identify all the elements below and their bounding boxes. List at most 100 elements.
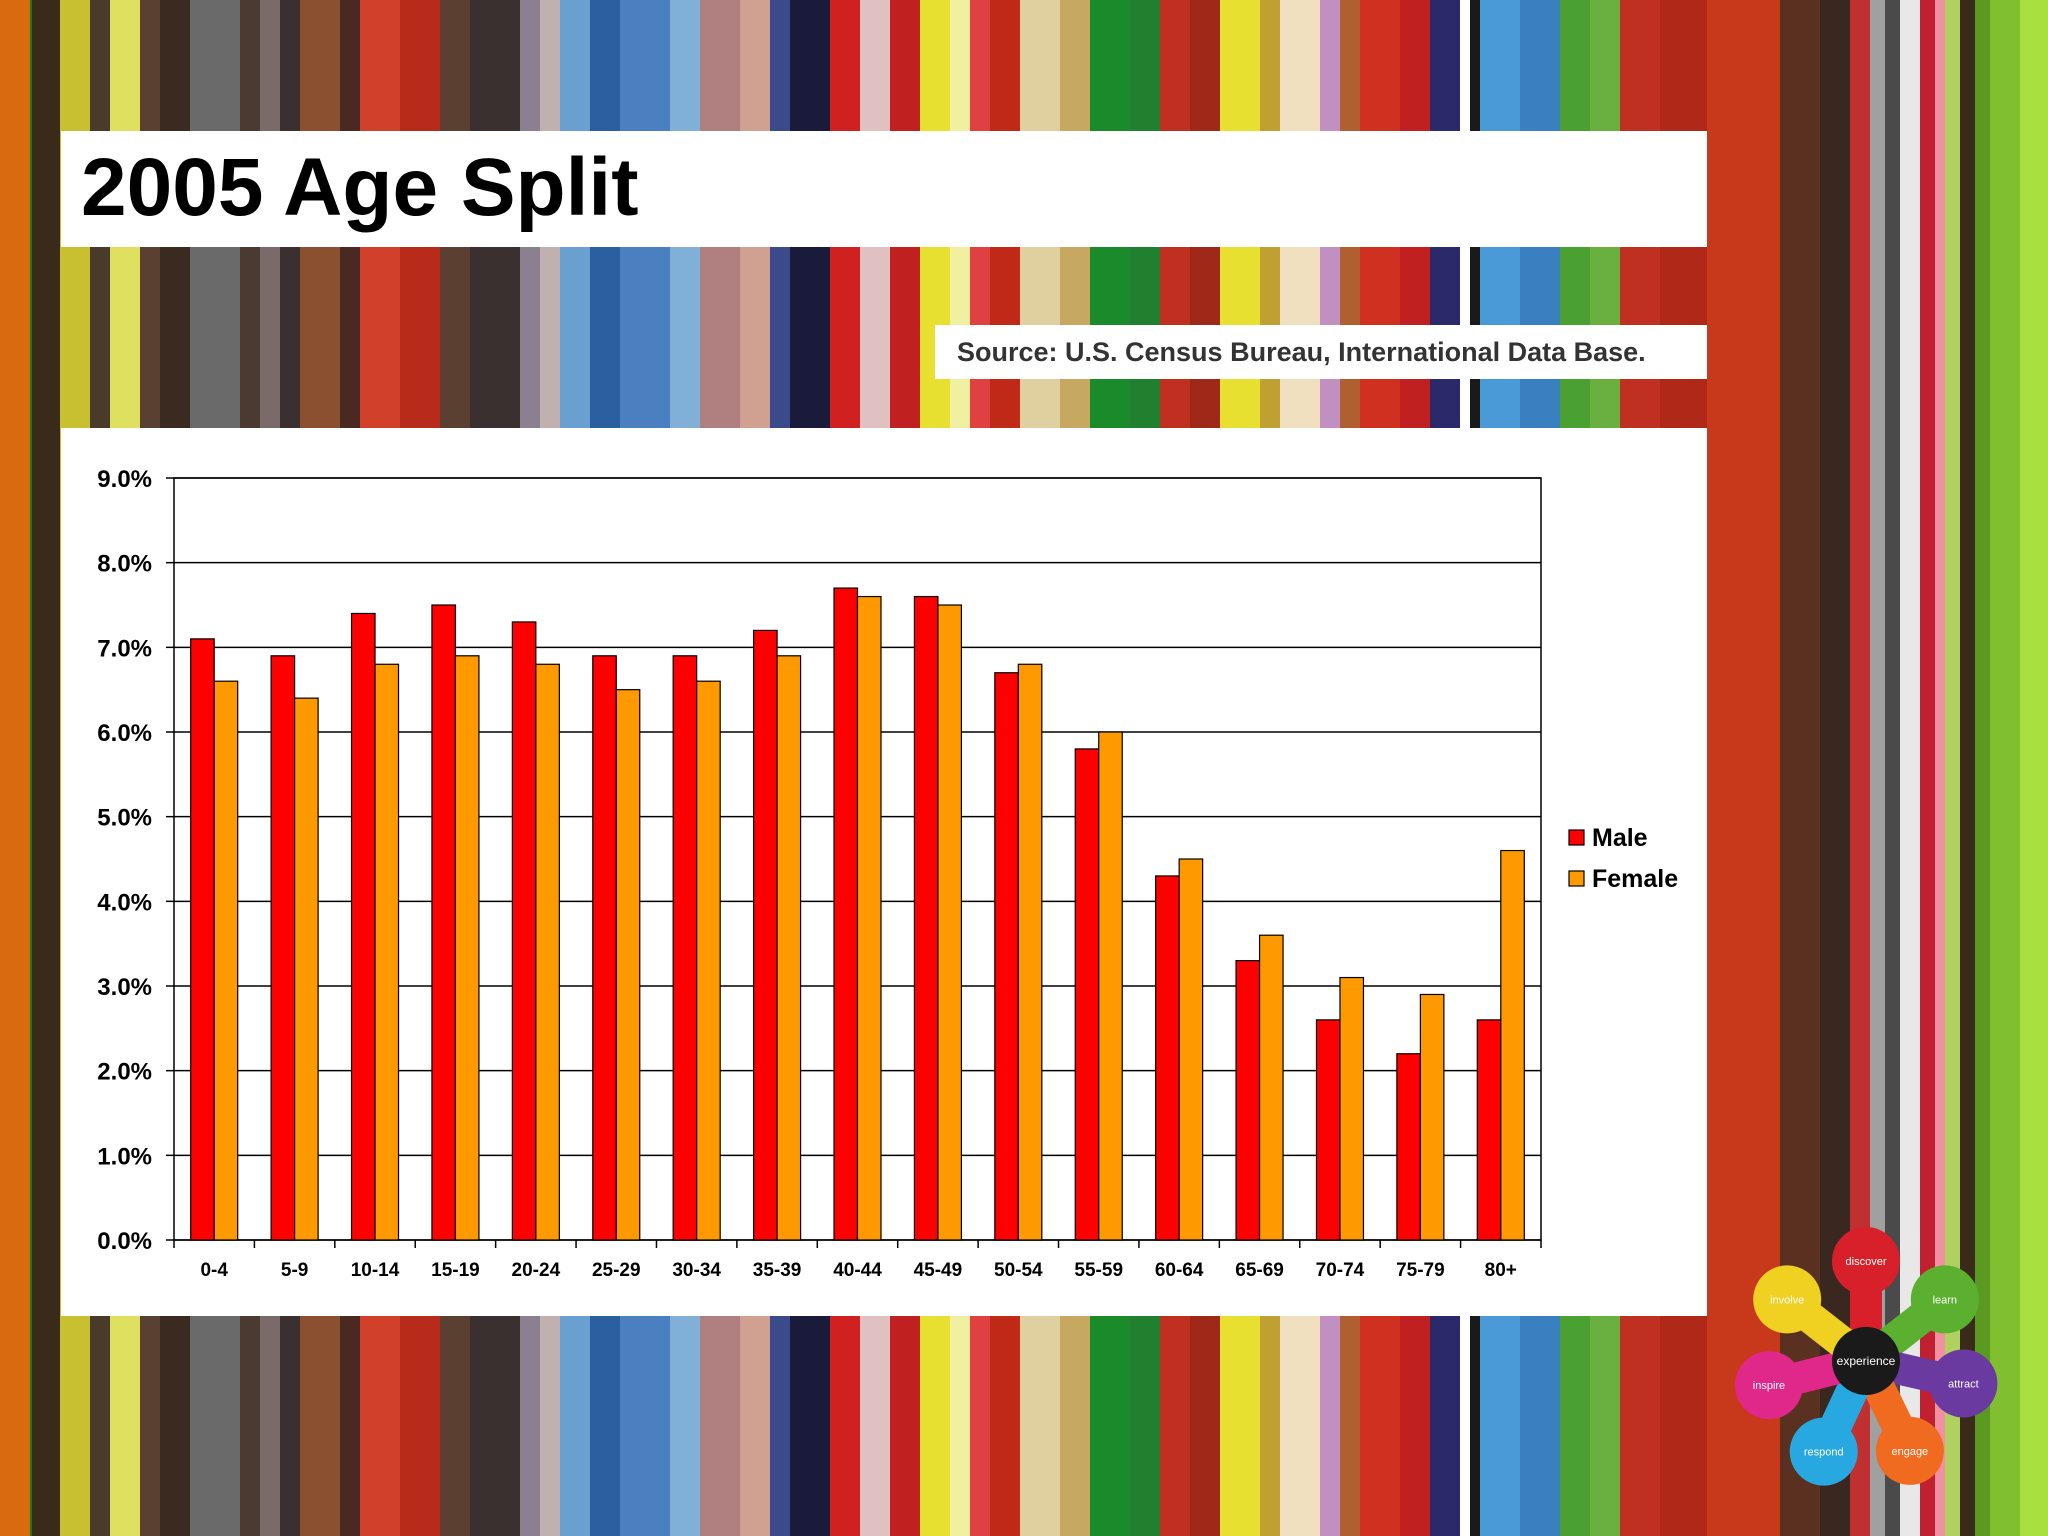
bar-male-15-19: [431, 604, 457, 1241]
logo-petal-label: engage: [1891, 1446, 1928, 1458]
bar-female-15-19: [454, 655, 480, 1241]
bar-male-50-54: [994, 672, 1019, 1241]
x-tick-label: 75-79: [1396, 1260, 1445, 1281]
background-stripe: [32, 0, 60, 1536]
y-tick-label: 9.0%: [97, 466, 152, 493]
legend-swatch-male: [1568, 829, 1585, 846]
x-tick-label: 70-74: [1316, 1260, 1365, 1281]
y-tick-label: 0.0%: [97, 1228, 152, 1255]
logo-center: [1832, 1327, 1900, 1395]
y-tick-label: 2.0%: [97, 1059, 152, 1086]
x-tick-label: 30-34: [672, 1260, 721, 1281]
logo-petal-label: attract: [1948, 1378, 1979, 1390]
logo-petal-label: discover: [1846, 1256, 1887, 1268]
logo-petal-learn: [1910, 1265, 1979, 1334]
bar-female-40-44: [856, 595, 882, 1241]
source-panel: Source: U.S. Census Bureau, Internationa…: [935, 325, 1707, 379]
logo-petal-involve: [1753, 1265, 1822, 1334]
x-tick-label: 25-29: [592, 1260, 641, 1281]
slide-title: 2005 Age Split: [81, 142, 639, 233]
bar-male-75-79: [1396, 1053, 1421, 1241]
bar-female-20-24: [535, 663, 560, 1241]
x-tick-label: 60-64: [1155, 1260, 1204, 1281]
bar-male-40-44: [833, 587, 859, 1241]
logo-petal-discover: [1832, 1227, 1900, 1295]
logo-petal-inspire: [1734, 1351, 1803, 1420]
bar-male-35-39: [752, 629, 778, 1241]
bar-male-30-34: [672, 655, 698, 1241]
x-tick-label: 20-24: [512, 1260, 561, 1281]
background-stripe: [1850, 0, 1870, 1536]
bar-male-80+: [1476, 1019, 1502, 1241]
bar-male-65-69: [1235, 959, 1261, 1241]
background-stripe: [0, 0, 30, 1536]
background-stripe: [1885, 0, 1900, 1536]
logo-petal-label: involve: [1770, 1294, 1804, 1306]
background-stripe: [1920, 0, 1935, 1536]
y-tick-label: 1.0%: [97, 1143, 152, 1170]
x-tick-label: 55-59: [1074, 1260, 1123, 1281]
bar-male-0-4: [190, 638, 215, 1241]
y-tick-label: 8.0%: [97, 551, 152, 578]
title-panel: 2005 Age Split: [61, 131, 1707, 247]
legend-swatch-female: [1568, 870, 1585, 887]
x-tick-label: 15-19: [431, 1260, 480, 1281]
bar-male-45-49: [913, 595, 939, 1241]
background-stripe: [1990, 0, 2020, 1536]
bar-female-0-4: [213, 680, 239, 1241]
bar-female-5-9: [294, 697, 319, 1241]
x-tick-label: 10-14: [351, 1260, 400, 1281]
background-stripe: [2020, 0, 2048, 1536]
chart-panel: 0.0% 1.0% 2.0% 3.0% 4.0% 5.0% 6.0% 7.0% 8.0% 9.0%…: [61, 428, 1707, 1316]
y-tick-label: 4.0%: [97, 889, 152, 916]
bar-female-65-69: [1258, 934, 1284, 1241]
x-tick-label: 65-69: [1235, 1260, 1284, 1281]
y-tick-label: 3.0%: [97, 974, 152, 1001]
y-tick-label: 7.0%: [97, 635, 152, 662]
background-stripe: [1975, 0, 1990, 1536]
logo-petal-label: respond: [1804, 1447, 1844, 1459]
bar-male-5-9: [270, 655, 296, 1241]
x-tick-label: 0-4: [200, 1260, 228, 1281]
bar-chart: 0.0% 1.0% 2.0% 3.0% 4.0% 5.0% 6.0% 7.0% 8.0% 9.0%…: [97, 466, 1678, 1281]
background-stripe: [1870, 0, 1885, 1536]
bar-female-45-49: [937, 604, 963, 1241]
background-stripe: [30, 0, 32, 1536]
logo-petal-respond: [1789, 1417, 1858, 1486]
background-stripe: [1900, 0, 1920, 1536]
experience-flower-logo: discover learn attract engage respond inspire…: [1734, 1227, 1998, 1486]
bar-female-55-59: [1098, 731, 1123, 1241]
bar-female-50-54: [1017, 663, 1043, 1241]
bar-female-75-79: [1419, 993, 1445, 1241]
bar-male-60-64: [1155, 875, 1180, 1241]
x-tick-label: 40-44: [833, 1260, 882, 1281]
x-tick-label: 45-49: [914, 1260, 963, 1281]
background-stripe: [1960, 0, 1975, 1536]
logo-petal-engage: [1875, 1416, 1944, 1485]
bar-male-20-24: [511, 621, 537, 1241]
y-tick-label: 6.0%: [97, 720, 152, 747]
bar-female-35-39: [776, 655, 802, 1241]
bar-female-30-34: [696, 680, 721, 1241]
bar-female-80+: [1500, 849, 1525, 1241]
source-note: Source: U.S. Census Bureau, Internationa…: [957, 337, 1646, 367]
x-tick-label: 50-54: [994, 1260, 1043, 1281]
x-tick-label: 5-9: [281, 1260, 308, 1281]
logo-center-label: experience: [1837, 1354, 1896, 1368]
bar-female-25-29: [615, 689, 641, 1241]
legend-label-male: Male: [1592, 824, 1648, 852]
background-stripe: [1935, 0, 1945, 1536]
bar-male-55-59: [1074, 748, 1100, 1241]
bar-male-25-29: [592, 655, 617, 1241]
bar-female-70-74: [1339, 976, 1365, 1241]
y-tick-label: 5.0%: [97, 805, 152, 832]
x-tick-label: 35-39: [753, 1260, 802, 1281]
bar-female-10-14: [374, 663, 400, 1241]
legend-label-female: Female: [1592, 865, 1678, 893]
x-tick-label: 80+: [1485, 1260, 1517, 1281]
logo-petal-label: inspire: [1753, 1380, 1785, 1392]
logo-petal-label: learn: [1933, 1294, 1957, 1306]
bar-male-10-14: [350, 612, 376, 1241]
bar-male-70-74: [1315, 1019, 1341, 1241]
bar-female-60-64: [1178, 858, 1204, 1241]
